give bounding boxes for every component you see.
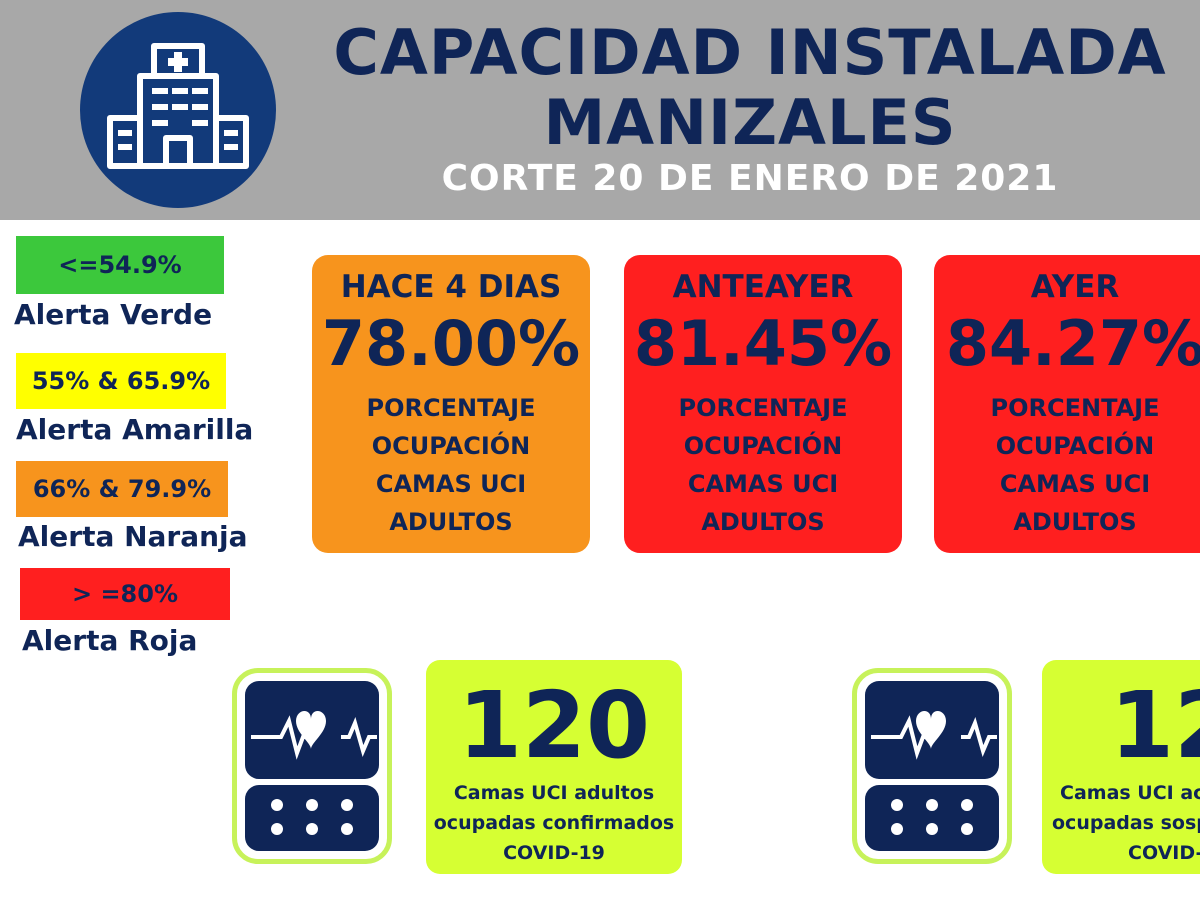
cutoff-date-subtitle: CORTE 20 DE ENERO DE 2021 [441, 158, 1059, 199]
occupancy-card-4-days-ago: HACE 4 DIAS 78.00% PORCENTAJE OCUPACIÓN … [312, 255, 590, 553]
hospital-icon [107, 43, 249, 169]
page-title-line1: CAPACIDAD INSTALADA [333, 16, 1167, 89]
desc-line: OCUPACIÓN [995, 432, 1155, 460]
page-title-line2: MANIZALES [543, 86, 957, 159]
desc-line: OCUPACIÓN [371, 432, 531, 460]
card-percentage: 81.45% [633, 307, 893, 380]
card-description: PORCENTAJE OCUPACIÓN CAMAS UCI ADULTOS [312, 389, 590, 541]
card-percentage: 78.00% [321, 307, 581, 380]
legend-green-label: Alerta Verde [14, 298, 213, 331]
occupancy-card-yesterday: AYER 84.27% PORCENTAJE OCUPACIÓN CAMAS U… [934, 255, 1200, 553]
card-period: ANTEAYER [672, 269, 854, 305]
desc-line: CAMAS UCI [999, 470, 1151, 498]
label-line: Camas UCI adultos [453, 782, 655, 804]
card-percentage: 84.27% [945, 307, 1200, 380]
desc-line: CAMAS UCI [687, 470, 839, 498]
occupancy-card-day-before-yesterday: ANTEAYER 81.45% PORCENTAJE OCUPACIÓN CAM… [624, 255, 902, 553]
desc-line: PORCENTAJE [678, 394, 848, 422]
count-label: Camas UCI adultos ocupadas confirmados C… [426, 778, 682, 868]
card-description: PORCENTAJE OCUPACIÓN CAMAS UCI ADULTOS [624, 389, 902, 541]
card-description: PORCENTAJE OCUPACIÓN CAMAS UCI ADULTOS [942, 389, 1200, 541]
suspected-count: 12 [1110, 672, 1200, 779]
heart-monitor-icon [852, 668, 1012, 864]
legend-red-label: Alerta Roja [22, 624, 198, 657]
legend-orange-range: 66% & 79.9% [16, 461, 228, 517]
legend-orange-label: Alerta Naranja [18, 520, 248, 553]
suspected-covid-icu-count-card: 12 Camas UCI ac ocupadas sospe COVID-1 [1042, 660, 1200, 874]
label-line: ocupadas sospe [1052, 812, 1200, 834]
legend-yellow-label: Alerta Amarilla [16, 413, 254, 446]
label-line: ocupadas confirmados [433, 812, 675, 834]
hospital-logo [80, 12, 276, 208]
confirmed-count: 120 [457, 672, 651, 779]
label-line: Camas UCI ac [1060, 782, 1200, 804]
label-line: COVID-19 [503, 842, 605, 864]
desc-line: PORCENTAJE [366, 394, 536, 422]
confirmed-covid-icu-count-card: 120 Camas UCI adultos ocupadas confirmad… [426, 660, 682, 874]
heart-monitor-icon [232, 668, 392, 864]
desc-line: OCUPACIÓN [683, 432, 843, 460]
legend-yellow-range: 55% & 65.9% [16, 353, 226, 409]
header-band: CAPACIDAD INSTALADA MANIZALES CORTE 20 D… [0, 0, 1200, 220]
desc-line: PORCENTAJE [990, 394, 1160, 422]
count-label: Camas UCI ac ocupadas sospe COVID-1 [1052, 778, 1200, 868]
card-period: AYER [1030, 269, 1120, 305]
card-period: HACE 4 DIAS [340, 269, 562, 305]
desc-line: ADULTOS [389, 508, 513, 536]
desc-line: CAMAS UCI [375, 470, 527, 498]
desc-line: ADULTOS [1013, 508, 1137, 536]
desc-line: ADULTOS [701, 508, 825, 536]
label-line: COVID-1 [1128, 842, 1200, 864]
legend-green-range: <=54.9% [16, 236, 224, 294]
legend-red-range: > =80% [20, 568, 230, 620]
